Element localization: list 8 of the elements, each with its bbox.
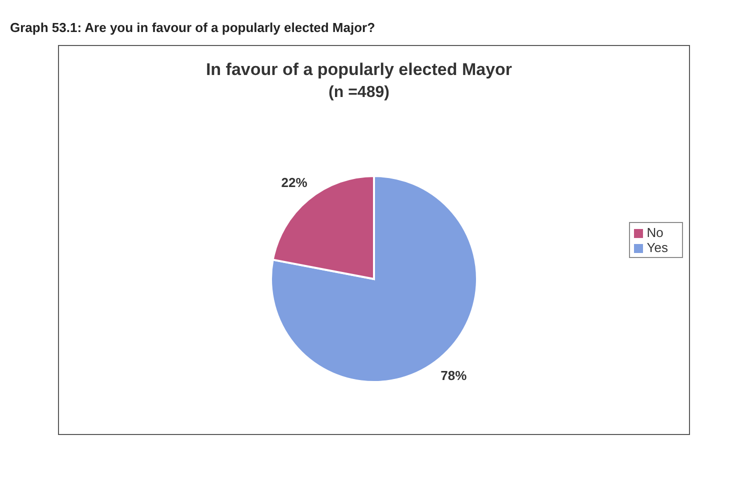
- legend-label: Yes: [646, 240, 668, 255]
- chart-subtitle: (n =489): [328, 84, 390, 102]
- data-label: 22%: [281, 175, 308, 190]
- data-label: 78%: [440, 368, 468, 383]
- chart-title: In favour of a popularly elected Mayor: [204, 60, 514, 80]
- legend-label: No: [646, 225, 664, 240]
- caption: Graph 53.1: Are you in favour of a popularly elected Major?: [10, 20, 376, 35]
- pie-slice: [270, 175, 478, 383]
